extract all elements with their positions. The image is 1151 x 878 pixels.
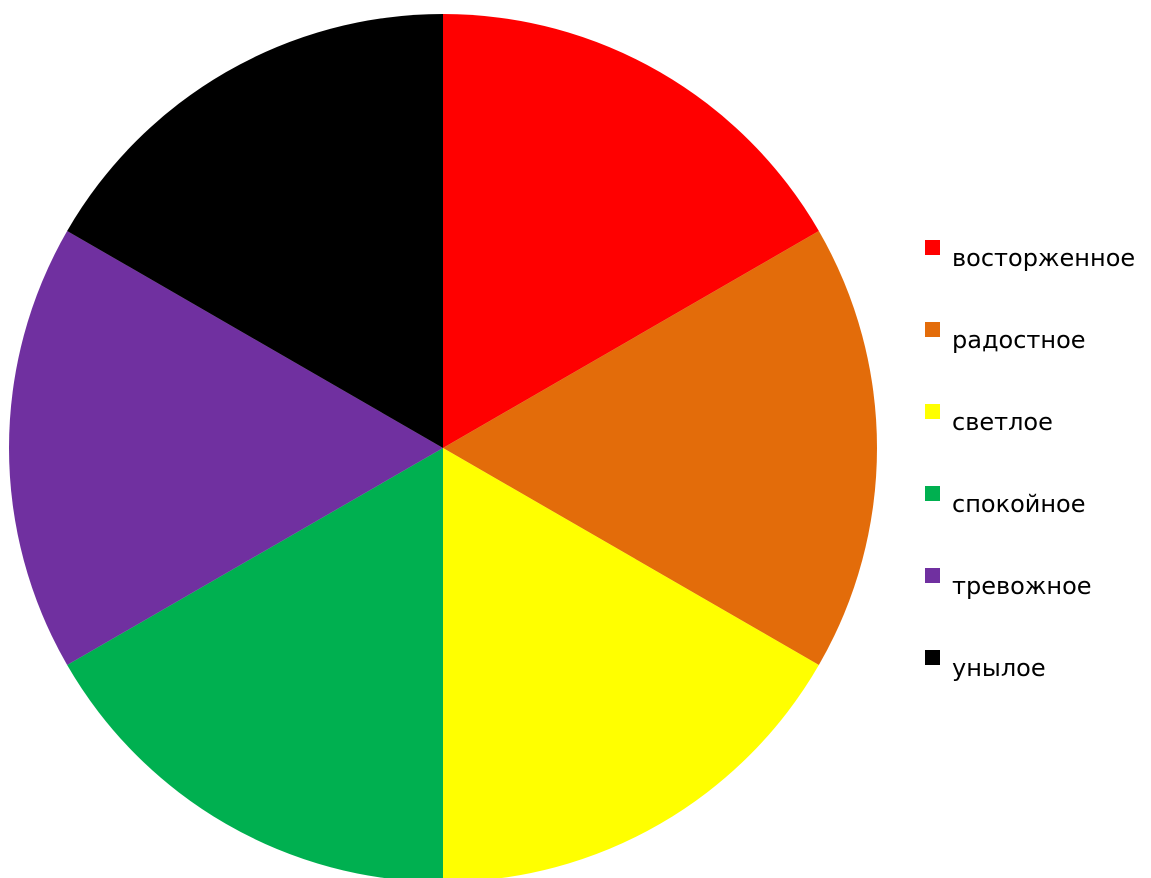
legend-label-1: восторженное (952, 244, 1135, 272)
pie-slice-5 (8, 231, 443, 665)
pie-slice-6 (67, 13, 443, 448)
pie-slice-2 (443, 231, 878, 665)
legend-label-2: радостное (952, 326, 1086, 354)
legend-swatch-4 (925, 486, 940, 501)
pie-slice-3 (443, 448, 819, 878)
pie-slices (8, 13, 878, 878)
legend-swatch-1 (925, 240, 940, 255)
legend: восторженное радостное светлое спокойное тре… (925, 240, 1135, 682)
pie-slice-4 (67, 448, 443, 878)
legend-label-6: унылое (952, 654, 1046, 682)
legend-label-5: тревожное (952, 572, 1092, 600)
legend-swatch-6 (925, 650, 940, 665)
legend-label-4: спокойное (952, 490, 1086, 518)
legend-swatch-2 (925, 322, 940, 337)
legend-swatch-3 (925, 404, 940, 419)
legend-label-3: светлое (952, 408, 1053, 436)
legend-swatch-5 (925, 568, 940, 583)
pie-slice-1 (443, 14, 819, 448)
